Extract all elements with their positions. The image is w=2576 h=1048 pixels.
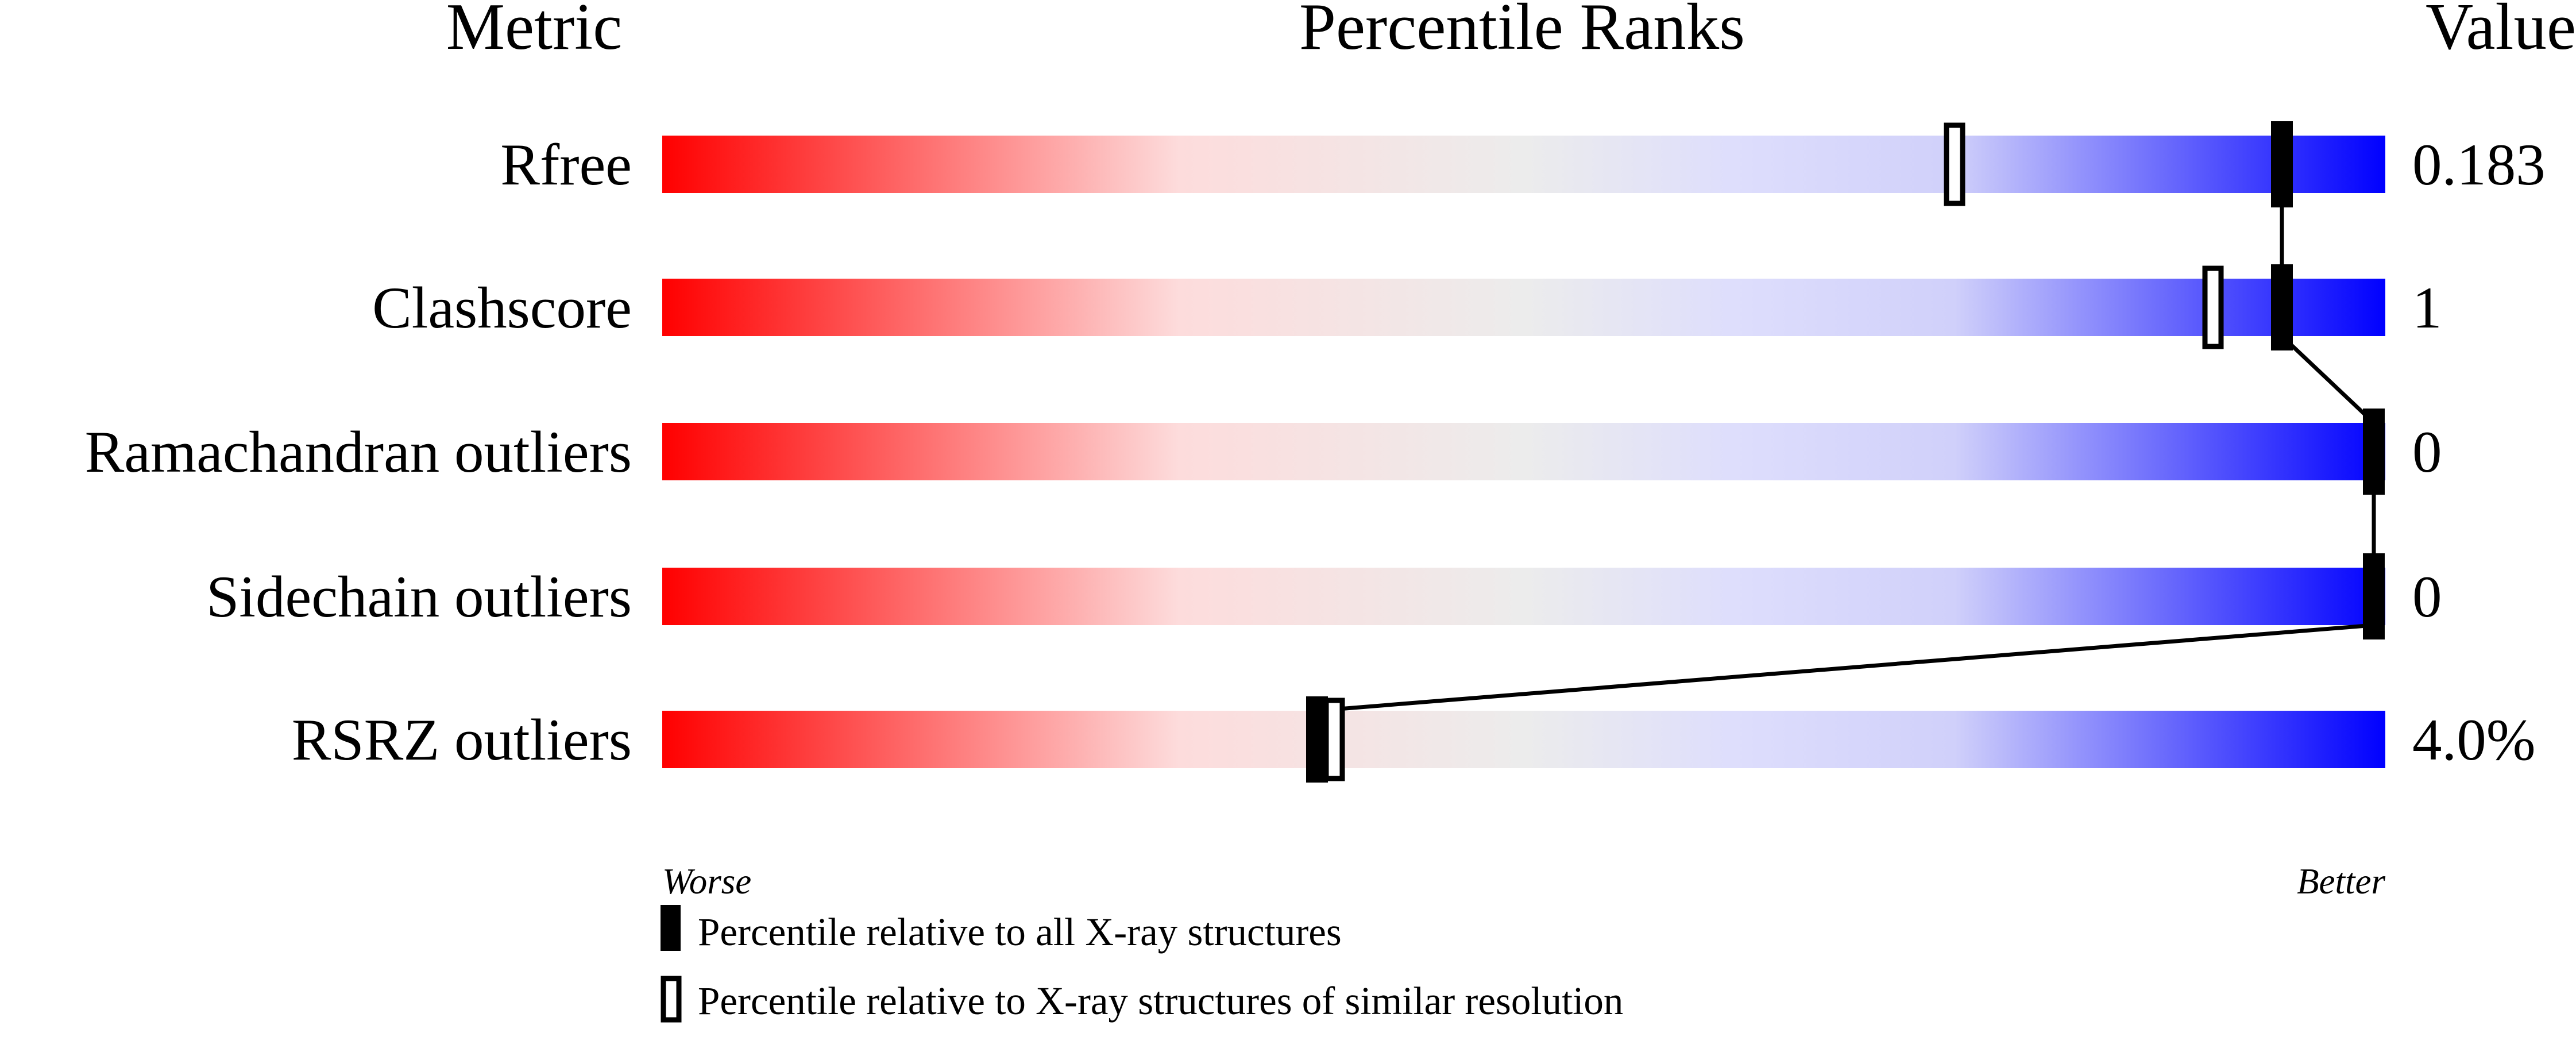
legend-all-label: Percentile relative to all X-ray structu… <box>698 910 1342 954</box>
axis-better-label: Better <box>2297 861 2385 901</box>
metric-label: Sidechain outliers <box>206 564 632 630</box>
legend-similar-label: Percentile relative to X-ray structures … <box>698 979 1623 1023</box>
similar-resolution-marker <box>1323 698 1345 781</box>
all-structures-marker <box>1306 696 1328 783</box>
percentile-bar <box>662 568 2385 625</box>
connector-line <box>2280 334 2376 425</box>
metric-label: Rfree <box>500 132 632 198</box>
all-structures-marker <box>2363 553 2385 639</box>
metric-value: 0 <box>2412 564 2442 630</box>
all-structures-marker <box>2271 121 2293 207</box>
all-structures-marker <box>2363 409 2385 495</box>
metric-value: 1 <box>2412 275 2442 341</box>
percentile-bar <box>662 423 2385 480</box>
axis-worse-label: Worse <box>662 861 751 901</box>
legend-filled-marker <box>661 905 681 951</box>
header-value: Value <box>2426 0 2576 63</box>
metric-value: 0.183 <box>2412 132 2546 198</box>
percentile-bar <box>662 711 2385 768</box>
metric-value: 0 <box>2412 419 2442 485</box>
metric-label: Ramachandran outliers <box>85 419 632 485</box>
header-metric: Metric <box>446 0 623 63</box>
connector-line <box>1316 623 2374 713</box>
percentile-bar <box>662 279 2385 336</box>
legend-open-marker <box>661 976 682 1023</box>
metric-value: 4.0% <box>2412 707 2536 773</box>
percentile-bar <box>662 136 2385 193</box>
similar-resolution-marker <box>2202 265 2224 349</box>
similar-resolution-marker <box>1944 122 1965 206</box>
header-ranks: Percentile Ranks <box>1299 0 1745 63</box>
metric-label: RSRZ outliers <box>292 707 632 773</box>
all-structures-marker <box>2271 264 2293 350</box>
metric-label: Clashscore <box>372 275 632 341</box>
